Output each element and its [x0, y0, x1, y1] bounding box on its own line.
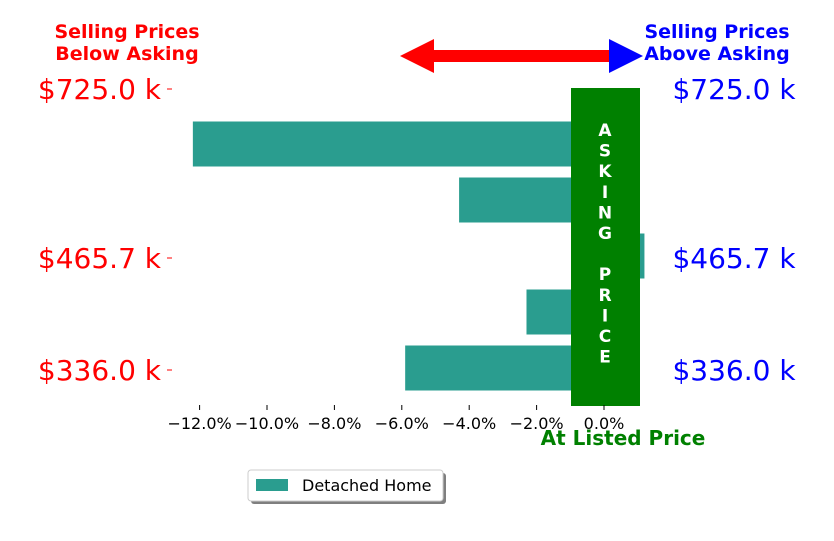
left-price-label-1: $725.0 k [38, 73, 162, 106]
direction-arrow [400, 39, 643, 73]
asking-price-letter-6: G [598, 224, 612, 244]
below-asking-title-line1: Selling Prices [54, 21, 199, 43]
arrow-right-head-icon [609, 39, 643, 73]
legend-swatch [256, 479, 288, 491]
x-tick-label-1: −12.0% [167, 414, 231, 433]
x-tick-label-4: −6.0% [375, 414, 429, 433]
legend: Detached Home [247, 469, 446, 504]
bar-1 [192, 121, 605, 167]
above-asking-title-line2: Above Asking [644, 43, 790, 65]
asking-price-letter-3: K [598, 162, 612, 182]
x-axis: −12.0% −10.0% −8.0% −6.0% −4.0% −2.0% 0.0% [167, 405, 624, 433]
asking-price-letter-1: A [598, 121, 612, 141]
asking-price-letter-5: N [598, 203, 612, 223]
right-price-label-1: $725.0 k [672, 73, 796, 106]
arrow-shaft [430, 50, 615, 62]
asking-price-letter-7: P [599, 265, 611, 285]
right-price-label-2: $465.7 k [672, 242, 796, 275]
x-tick-label-2: −10.0% [235, 414, 299, 433]
asking-price-letter-11: E [599, 348, 611, 368]
right-price-labels: $725.0 k $465.7 k $336.0 k [672, 73, 796, 387]
x-tick-label-7: 0.0% [584, 414, 625, 433]
x-tick-label-3: −8.0% [307, 414, 361, 433]
asking-price-letter-9: I [602, 306, 608, 326]
below-asking-title-line2: Below Asking [55, 43, 198, 65]
at-listed-price-label: At Listed Price [541, 426, 706, 450]
legend-box [247, 469, 444, 502]
asking-price-letter-2: S [599, 142, 611, 162]
left-price-label-3: $336.0 k [38, 354, 162, 387]
legend-label-detached-home: Detached Home [302, 476, 432, 495]
asking-price-letter-4: I [602, 183, 608, 203]
asking-price-letter-8: R [598, 286, 611, 306]
asking-price-band [571, 88, 640, 406]
bar-5 [405, 345, 604, 391]
x-tick-label-6: −2.0% [510, 414, 564, 433]
above-asking-title-line1: Selling Prices [644, 21, 789, 43]
left-price-labels: $725.0 k $465.7 k $336.0 k [38, 73, 172, 387]
asking-price-letter-10: C [599, 327, 611, 347]
right-price-label-3: $336.0 k [672, 354, 796, 387]
left-price-label-2: $465.7 k [38, 242, 162, 275]
x-tick-label-5: −4.0% [442, 414, 496, 433]
arrow-left-head-icon [400, 39, 434, 73]
